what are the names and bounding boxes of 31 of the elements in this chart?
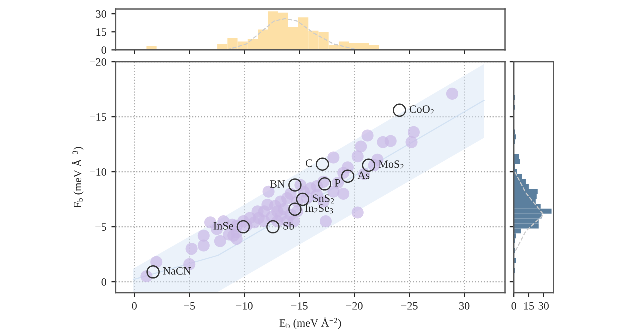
annotation: CoO$_{2}$: [410, 106, 434, 115]
x-tick-label: −20: [346, 302, 363, 310]
y-tick-label: 15: [96, 28, 106, 36]
annotation: P: [334, 180, 340, 187]
annotation: In$_{2}$Se$_{3}$: [305, 204, 334, 214]
y-tick-label: 0: [102, 278, 106, 286]
x-tick-label: 0: [132, 302, 137, 310]
annotation: MoS$_{2}$: [378, 160, 404, 170]
y-tick-label: 30: [96, 10, 106, 18]
y-tick-label: −5: [96, 224, 106, 232]
annotation: NaCN: [163, 267, 192, 275]
annotation: Sb: [284, 222, 294, 230]
x-tick-label: −25: [401, 302, 418, 310]
x-tick-label: −15: [291, 302, 308, 310]
x-axis-title: E$_{b}$ (meV Å$^{−2}$): [280, 318, 342, 330]
y-tick-label: −10: [90, 168, 106, 176]
annotation: BN: [270, 180, 286, 188]
x-tick-label: 0: [512, 302, 516, 310]
annotation: InSe: [214, 222, 234, 230]
annotation: SnS$_{2}$: [313, 194, 334, 204]
y-tick-label: −20: [90, 58, 106, 66]
y-axis-title: F$_{b}$ (meV Å$^{−3}$): [72, 147, 84, 208]
y-tick-label: −15: [90, 114, 106, 122]
annotation: C: [306, 160, 312, 168]
y-tick-label: 0: [102, 46, 106, 54]
annotation: As: [358, 172, 370, 180]
x-tick-label: −10: [236, 302, 253, 310]
x-tick-label: 15: [524, 302, 534, 310]
x-tick-label: 30: [538, 302, 549, 310]
x-tick-label: 30: [460, 302, 470, 310]
x-tick-label: −5: [184, 302, 196, 310]
